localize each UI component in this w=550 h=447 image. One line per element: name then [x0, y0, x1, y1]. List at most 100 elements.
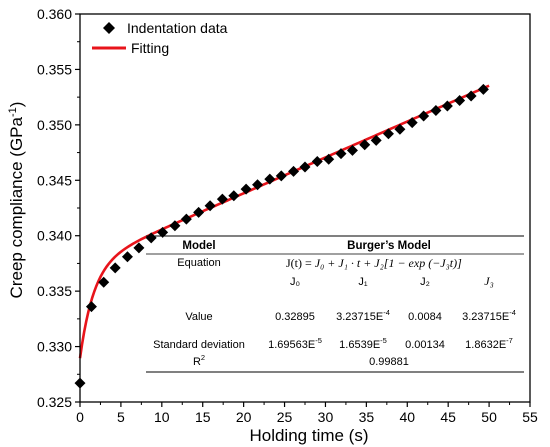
- data-point: [430, 104, 442, 116]
- table-sd-j1-exp: -5: [380, 336, 387, 345]
- table-sd-j2-num: 0.00134: [405, 339, 445, 351]
- table-value-j1: 3.23715E-4: [336, 308, 390, 323]
- x-axis-title: Holding time (s): [249, 426, 368, 445]
- table-sd-j0-num: 1.69563E: [268, 339, 315, 351]
- table-row-sd-label: Standard deviation: [153, 339, 245, 351]
- table-r2-label-main: R: [193, 356, 201, 368]
- table-value-j3-exp: -4: [509, 308, 516, 317]
- data-point: [98, 276, 110, 288]
- table-equation-label: Equation: [177, 257, 220, 269]
- data-point: [299, 161, 311, 173]
- table-param-j0: J₀: [290, 276, 300, 288]
- data-point: [359, 139, 371, 151]
- y-tick-label: 0.360: [37, 6, 72, 22]
- x-tick-label: 30: [318, 409, 334, 425]
- data-point: [204, 200, 216, 212]
- table-sd-j0: 1.69563E-5: [268, 336, 322, 351]
- table-header-burger: Burger’s Model: [347, 240, 431, 252]
- y-axis-title-sup: -1: [7, 107, 19, 117]
- data-point: [180, 213, 192, 225]
- y-axis-title: Creep compliance (GPa-1): [7, 102, 26, 299]
- x-tick-label: 50: [481, 409, 497, 425]
- legend: Indentation data Fitting: [92, 20, 228, 56]
- table-sd-j3: 1.8632E-7: [465, 336, 513, 351]
- data-point: [85, 301, 97, 313]
- x-tick-label: 15: [195, 409, 211, 425]
- x-tick-label: 25: [277, 409, 293, 425]
- data-point: [454, 94, 466, 106]
- table-param-j1: J₁: [358, 276, 368, 288]
- data-point: [323, 153, 335, 165]
- table-r2-label: R2: [193, 353, 205, 368]
- table-sd-j3-exp: -7: [506, 336, 513, 345]
- data-point: [264, 173, 276, 185]
- data-point: [382, 128, 394, 140]
- data-layer: [74, 83, 489, 389]
- data-point: [370, 134, 382, 146]
- data-point: [121, 251, 133, 263]
- y-tick-label: 0.325: [37, 394, 72, 410]
- axes-layer: 0 5 10 15 20 25 30 35 40 45 50 55 0.325 0.330 0.335 0.3…: [37, 6, 538, 425]
- data-point: [252, 179, 264, 191]
- table-header-model: Model: [182, 240, 215, 252]
- data-point: [228, 190, 240, 202]
- data-point: [169, 220, 181, 232]
- data-point: [406, 117, 418, 129]
- table-equation-lhs: J(t) =: [286, 256, 315, 270]
- parameter-table: Model Burger’s Model Equation J(t) = J₀ …: [146, 235, 524, 373]
- data-point: [394, 123, 406, 135]
- x-tick-label: 5: [117, 409, 125, 425]
- table-row-value-label: Value: [185, 311, 212, 323]
- data-point: [418, 110, 430, 122]
- y-tick-label: 0.355: [37, 61, 72, 77]
- table-equation-rhs: J₀ + J₁ · t + J₂[1 − exp (−J₃t)]: [315, 256, 462, 270]
- table-r2-value: 0.99881: [369, 356, 409, 368]
- data-point: [157, 226, 169, 238]
- table-sd-j1: 1.6539E-5: [339, 336, 387, 351]
- data-point: [477, 83, 489, 95]
- x-tick-label: 20: [236, 409, 252, 425]
- data-point: [133, 242, 145, 254]
- legend-diamond-marker: [103, 22, 115, 34]
- data-point: [346, 144, 358, 156]
- table-r2-label-sup: 2: [201, 353, 205, 362]
- data-point: [288, 165, 300, 177]
- table-value-j2-num: 0.0084: [408, 311, 442, 323]
- table-value-j1-num: 3.23715E: [336, 311, 383, 323]
- y-tick-label: 0.340: [37, 228, 72, 244]
- table-value-j1-exp: -4: [383, 308, 390, 317]
- data-point: [311, 155, 323, 167]
- table-equation: J(t) = J₀ + J₁ · t + J₂[1 − exp (−J₃t)]: [286, 256, 462, 270]
- table-value-j3: 3.23715E-4: [462, 308, 516, 323]
- table-param-j3: J₃: [484, 274, 494, 288]
- data-point: [216, 193, 228, 205]
- data-point: [335, 148, 347, 160]
- data-point: [145, 232, 157, 244]
- table-value-j0-num: 0.32895: [275, 311, 315, 323]
- data-point: [193, 206, 205, 218]
- legend-label-data: Indentation data: [127, 20, 228, 36]
- table-value-j3-num: 3.23715E: [462, 311, 509, 323]
- y-axis-title-main: Creep compliance (GPa: [7, 116, 26, 298]
- data-point: [240, 183, 252, 195]
- data-point: [275, 170, 287, 182]
- table-sd-j2: 0.00134: [405, 339, 445, 351]
- y-tick-label: 0.350: [37, 117, 72, 133]
- x-tick-label: 35: [359, 409, 375, 425]
- data-point: [441, 100, 453, 112]
- table-sd-j0-exp: -5: [315, 336, 322, 345]
- table-param-j2: J₂: [420, 276, 430, 288]
- table-sd-j1-num: 1.6539E: [339, 339, 380, 351]
- x-tick-label: 45: [440, 409, 456, 425]
- x-tick-label: 40: [399, 409, 415, 425]
- y-axis-title-close: ): [7, 102, 26, 108]
- table-value-j2: 0.0084: [408, 311, 442, 323]
- y-tick-label: 0.330: [37, 339, 72, 355]
- x-tick-label: 10: [154, 409, 170, 425]
- table-value-j0: 0.32895: [275, 311, 315, 323]
- x-tick-label: 0: [76, 409, 84, 425]
- data-point: [109, 262, 121, 274]
- x-tick-label: 55: [522, 409, 538, 425]
- y-tick-label: 0.345: [37, 172, 72, 188]
